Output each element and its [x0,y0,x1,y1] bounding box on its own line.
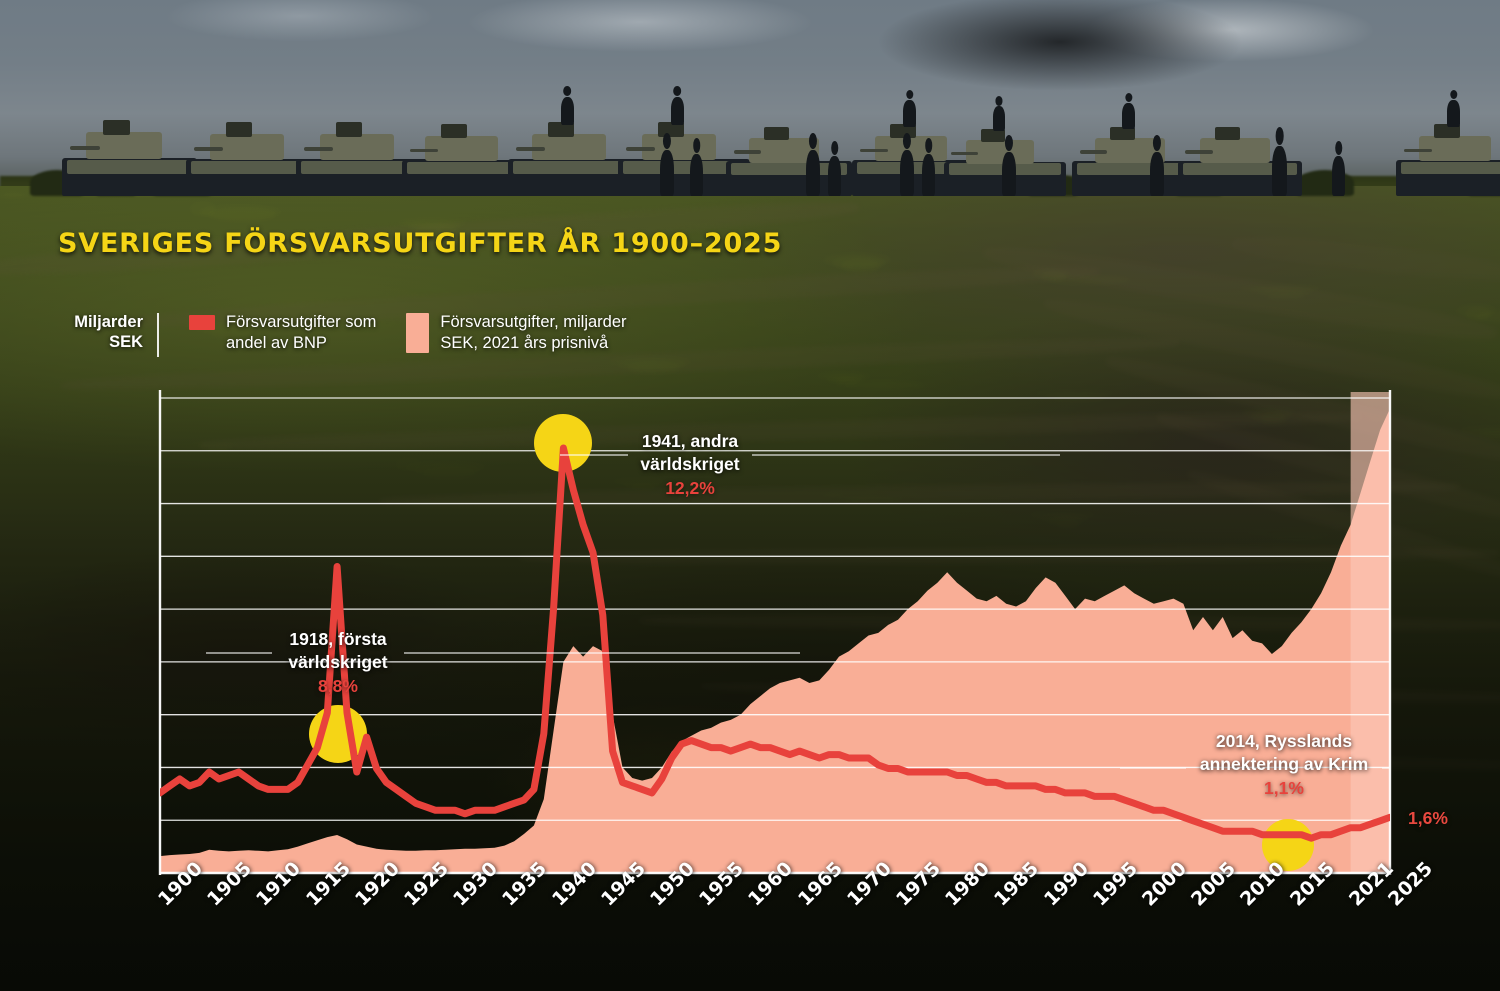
area-series-absolute-sek [160,408,1390,873]
tank-row [0,0,1500,196]
soldier-silhouette [922,154,935,196]
annotation-percent: 1,1% [1264,778,1304,798]
annotation-percent: 12,2% [665,478,715,498]
soldier-silhouette [1332,156,1345,196]
soldier-silhouette [1150,152,1164,196]
annotation-percent: 8,8% [318,676,358,696]
soldier-silhouette [1272,146,1287,196]
soldier-silhouette [992,106,1005,132]
legend-unit-line2: SEK [109,333,143,351]
legend-item-gdp-share: Försvarsutgifter som andel av BNP [189,312,376,354]
annotation-line1: 1918, första [289,629,387,649]
soldier-silhouette [670,97,684,125]
legend-item-absolute-sek: Försvarsutgifter, miljarder SEK, 2021 år… [406,312,627,354]
legend-swatch-gdp-share [189,315,215,330]
highlight-dot-wwii [534,414,592,472]
legend-label-gdp-share: Försvarsutgifter som andel av BNP [226,313,377,352]
soldier-silhouette [560,97,574,125]
page-title: SVERIGES FÖRSVARSUTGIFTER ÅR 1900–2025 [58,228,783,259]
soldier-silhouette [1122,103,1135,130]
tank-silhouette [1396,98,1500,196]
annotation-wwi: 1918, första världskriget 8,8% [208,628,468,698]
projection-band [1350,392,1390,873]
end-value-label: 1,6% [1408,808,1448,828]
annotation-line1: 2014, Rysslands [1215,731,1353,751]
line-series-gdp-share [160,444,1390,842]
annotation-wwii: 1941, andra världskriget 12,2% [560,430,820,500]
annotation-line1: 1941, andra [641,431,739,451]
soldier-silhouette [660,150,674,196]
soldier-silhouette [690,154,703,196]
soldier-silhouette [900,150,914,196]
legend-divider [157,313,159,357]
legend-unit-label: Miljarder SEK [58,312,157,352]
soldier-silhouette [1002,152,1016,196]
annotation-line2: världskriget [288,652,388,672]
soldier-silhouette [903,100,916,127]
tank-silhouette [1072,100,1198,196]
soldier-silhouette [806,150,820,196]
soldier-silhouette [828,156,841,196]
area-fill [160,408,1390,873]
annotation-crimea: 2014, Rysslands annektering av Krim 1,1% [1154,730,1414,800]
legend-label-absolute-sek: Försvarsutgifter, miljarder SEK, 2021 år… [440,313,627,352]
legend-swatch-absolute-sek [406,313,430,353]
legend-unit-line1: Miljarder [74,313,143,331]
tank-silhouette [62,94,197,196]
soldier-silhouette [1447,100,1460,127]
chart-legend: Miljarder SEK Försvarsutgifter som andel… [58,312,627,357]
annotation-line2: annektering av Krim [1199,754,1369,774]
annotation-line2: världskriget [640,454,740,474]
